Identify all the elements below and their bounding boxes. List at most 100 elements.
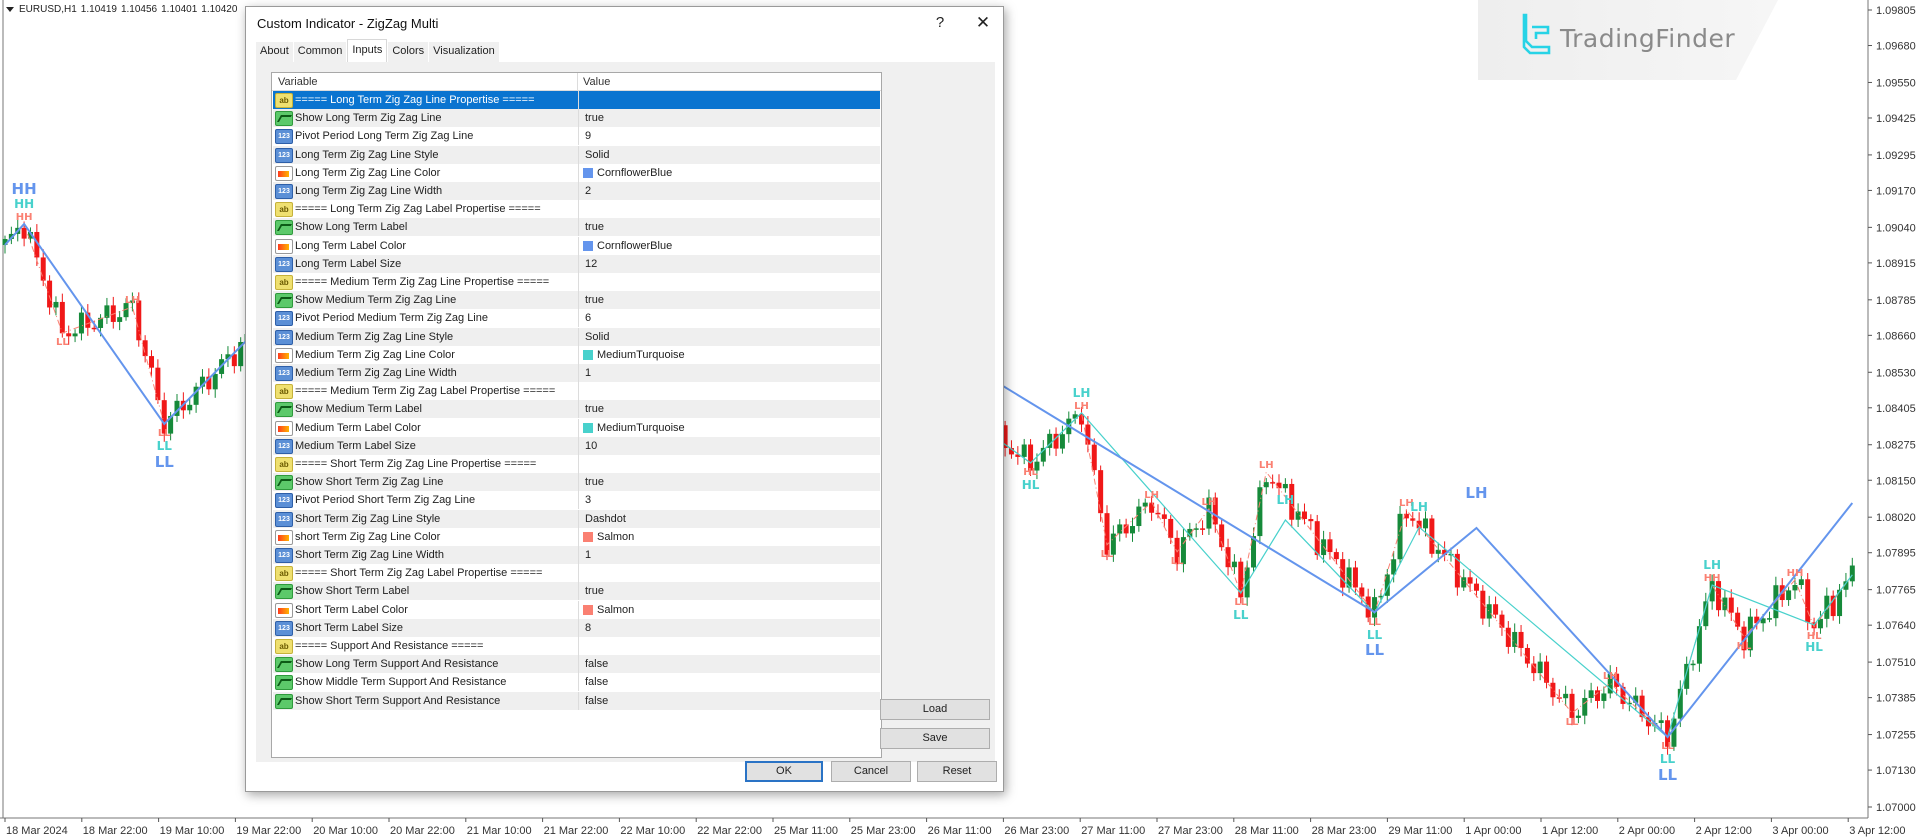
bull-candle bbox=[1047, 433, 1053, 448]
value-cell[interactable]: Solid bbox=[578, 327, 881, 346]
color-type-icon bbox=[275, 347, 293, 363]
input-row[interactable]: ===== Short Term Zig Zag Line Propertise… bbox=[273, 455, 769, 473]
input-row[interactable]: Long Term Zig Zag Line Style Solid bbox=[273, 145, 769, 164]
value-cell[interactable]: CornflowerBlue bbox=[578, 236, 881, 255]
bull-candle bbox=[1059, 434, 1065, 449]
row-stripe bbox=[273, 218, 880, 237]
value-cell[interactable]: 9 bbox=[578, 127, 881, 146]
input-row[interactable]: Show Long Term Label true bbox=[273, 218, 769, 237]
value-cell[interactable]: 8 bbox=[578, 618, 881, 637]
input-row[interactable]: ===== Long Term Zig Zag Label Propertise… bbox=[273, 200, 769, 219]
input-row[interactable]: Show Short Term Label true bbox=[273, 582, 769, 601]
value-cell[interactable]: true bbox=[578, 473, 881, 492]
value-cell[interactable] bbox=[578, 455, 881, 473]
value-cell[interactable] bbox=[578, 564, 881, 583]
reset-button[interactable]: Reset bbox=[917, 761, 997, 782]
input-row[interactable]: ===== Support And Resistance ===== bbox=[273, 637, 769, 655]
value-cell[interactable]: 3 bbox=[578, 491, 881, 510]
value-cell[interactable] bbox=[578, 91, 881, 109]
input-row[interactable]: ===== Medium Term Zig Zag Label Properti… bbox=[273, 382, 769, 401]
input-row[interactable]: Show Medium Term Label true bbox=[273, 400, 769, 419]
input-row[interactable]: Medium Term Zig Zag Line Style Solid bbox=[273, 327, 769, 346]
value-cell[interactable]: true bbox=[578, 218, 881, 237]
value-cell[interactable]: 10 bbox=[578, 436, 881, 455]
column-header-value[interactable]: Value bbox=[583, 76, 611, 88]
input-row[interactable]: Show Short Term Support And Resistance fa… bbox=[273, 691, 769, 710]
input-row[interactable]: Long Term Zig Zag Line Color CornflowerBl… bbox=[273, 163, 769, 182]
ok-button[interactable]: OK bbox=[745, 761, 823, 782]
help-button[interactable]: ? bbox=[935, 14, 945, 31]
value-cell[interactable] bbox=[578, 382, 881, 401]
value-cell[interactable] bbox=[578, 200, 881, 219]
cancel-button[interactable]: Cancel bbox=[831, 761, 911, 782]
tab-inputs[interactable]: Inputs bbox=[347, 39, 388, 62]
input-row[interactable]: Show Long Term Zig Zag Line true bbox=[273, 109, 769, 128]
input-row[interactable]: ===== Long Term Zig Zag Line Propertise … bbox=[273, 91, 769, 109]
value-cell[interactable]: true bbox=[578, 291, 881, 310]
input-row[interactable]: Medium Term Label Color MediumTurquoise bbox=[273, 418, 769, 437]
value-cell[interactable]: false bbox=[578, 673, 881, 692]
load-button[interactable]: Load bbox=[880, 699, 990, 720]
input-row[interactable]: Pivot Period Short Term Zig Zag Line 3 bbox=[273, 491, 769, 510]
input-row[interactable]: Short Term Label Size 8 bbox=[273, 618, 769, 637]
input-row[interactable]: Show Medium Term Zig Zag Line true bbox=[273, 291, 769, 310]
value-cell[interactable]: MediumTurquoise bbox=[578, 418, 881, 437]
input-row[interactable]: Short Term Zig Zag Line Style Dashdot bbox=[273, 509, 769, 528]
input-row[interactable]: Long Term Label Color CornflowerBlue bbox=[273, 236, 769, 255]
value-cell[interactable]: true bbox=[578, 109, 881, 128]
value-cell[interactable]: 2 bbox=[578, 182, 881, 200]
tab-about[interactable]: About bbox=[256, 42, 293, 62]
value-cell[interactable] bbox=[578, 273, 881, 291]
input-row[interactable]: ===== Short Term Zig Zag Label Propertis… bbox=[273, 564, 769, 583]
collapse-triangle-icon[interactable] bbox=[6, 6, 14, 12]
bear-candle bbox=[1454, 553, 1460, 588]
inputs-table[interactable]: Variable Value ===== Long Term Zig Zag L… bbox=[271, 72, 882, 758]
input-row[interactable]: Medium Term Zig Zag Line Width 1 bbox=[273, 364, 769, 382]
input-row[interactable]: Short Term Zig Zag Line Width 1 bbox=[273, 546, 769, 564]
tab-colors[interactable]: Colors bbox=[388, 42, 429, 62]
value-text: 9 bbox=[585, 130, 592, 143]
column-divider[interactable] bbox=[577, 73, 578, 90]
input-row[interactable]: Pivot Period Long Term Zig Zag Line 9 bbox=[273, 127, 769, 146]
bear-candle bbox=[1728, 597, 1734, 613]
input-row[interactable]: short Term Zig Zag Line Color Salmon bbox=[273, 527, 769, 546]
input-row[interactable]: Long Term Label Size 12 bbox=[273, 254, 769, 273]
input-row[interactable]: Long Term Zig Zag Line Width 2 bbox=[273, 182, 769, 200]
save-button[interactable]: Save bbox=[880, 728, 990, 749]
input-row[interactable]: Show Short Term Zig Zag Line true bbox=[273, 473, 769, 492]
value-cell[interactable]: 1 bbox=[578, 364, 881, 382]
bull-candle bbox=[1849, 565, 1855, 582]
tab-common[interactable]: Common bbox=[293, 42, 347, 62]
value-cell[interactable]: false bbox=[578, 691, 881, 710]
input-row[interactable]: Medium Term Label Size 10 bbox=[273, 436, 769, 455]
value-cell[interactable]: true bbox=[578, 400, 881, 419]
value-cell[interactable]: true bbox=[578, 582, 881, 601]
close-button[interactable]: ✕ bbox=[975, 13, 991, 32]
price-tick-label: 1.09680 bbox=[1876, 41, 1916, 53]
value-cell[interactable]: false bbox=[578, 655, 881, 674]
value-cell[interactable]: 6 bbox=[578, 309, 881, 328]
value-cell[interactable]: 1 bbox=[578, 546, 881, 564]
tab-visualization[interactable]: Visualization bbox=[429, 42, 499, 62]
value-cell[interactable]: Dashdot bbox=[578, 509, 881, 528]
bear-candle bbox=[149, 356, 155, 368]
time-tick-label: 26 Mar 23:00 bbox=[1004, 825, 1069, 837]
bear-candle bbox=[1289, 483, 1295, 520]
value-cell[interactable] bbox=[578, 637, 881, 655]
input-row[interactable]: Show Middle Term Support And Resistance f… bbox=[273, 673, 769, 692]
value-text: 12 bbox=[585, 257, 598, 270]
value-cell[interactable]: MediumTurquoise bbox=[578, 345, 881, 364]
value-cell[interactable]: CornflowerBlue bbox=[578, 163, 881, 182]
bear-candle bbox=[91, 327, 97, 330]
column-header-variable[interactable]: Variable bbox=[278, 76, 318, 88]
input-row[interactable]: Show Long Term Support And Resistance fal… bbox=[273, 655, 769, 674]
value-cell[interactable]: Salmon bbox=[578, 527, 881, 546]
value-cell[interactable]: Salmon bbox=[578, 600, 881, 619]
input-row[interactable]: Short Term Label Color Salmon bbox=[273, 600, 769, 619]
value-cell[interactable]: 12 bbox=[578, 254, 881, 273]
input-row[interactable]: Pivot Period Medium Term Zig Zag Line 6 bbox=[273, 309, 769, 328]
value-cell[interactable]: Solid bbox=[578, 145, 881, 164]
input-row[interactable]: Medium Term Zig Zag Line Color MediumTurq… bbox=[273, 345, 769, 364]
bool-type-icon bbox=[275, 111, 293, 127]
input-row[interactable]: ===== Medium Term Zig Zag Line Propertis… bbox=[273, 273, 769, 291]
